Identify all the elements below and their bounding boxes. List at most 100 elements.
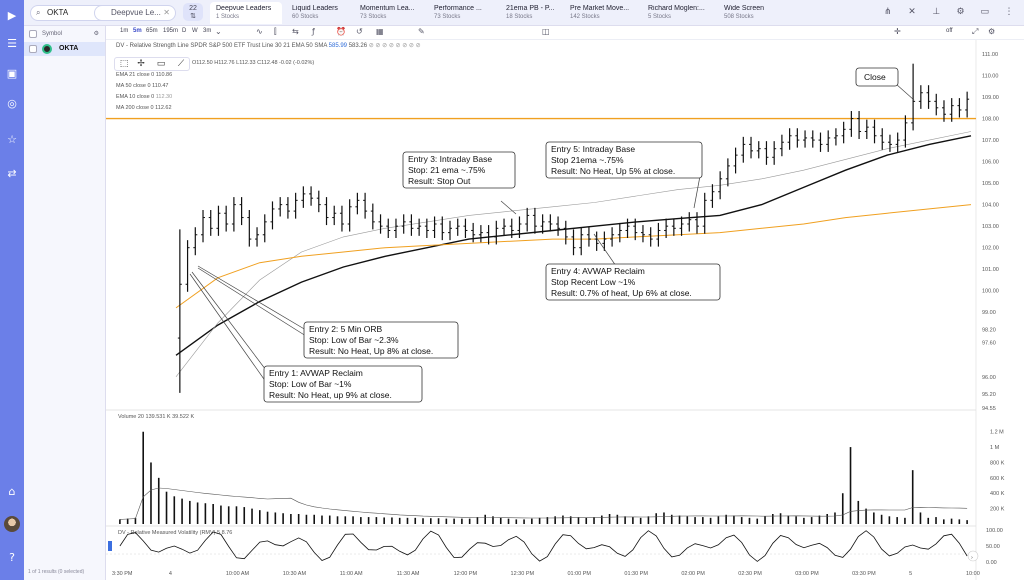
volume-bars <box>119 431 968 524</box>
alert-icon[interactable]: ⏰ <box>336 27 346 36</box>
chart-type-icon[interactable]: ⊥ <box>932 7 941 17</box>
select-region-icon[interactable]: ⬚ <box>119 59 129 69</box>
share-icon[interactable]: ⋔ <box>884 7 892 17</box>
rmv-tick-label: 0.00 <box>986 560 997 566</box>
annotation-close[interactable]: Close <box>855 67 899 87</box>
rs-line-value2: 583.26 <box>348 43 368 49</box>
legend-options-icon[interactable]: ⊘ ⊘ ⊘ ⊘ ⊘ ⊘ ⊘ ⊘ <box>368 43 421 49</box>
entry1-line1: Entry 1: AVWAP Reclaim <box>269 368 363 378</box>
tab-watchlist-2[interactable]: Momentum Lea... 73 Stocks <box>354 2 426 24</box>
grid-icon[interactable]: ▦ <box>376 27 384 36</box>
graduation-icon[interactable]: ⌂ <box>8 485 16 498</box>
watchlist-search-input[interactable]: Deepvue Le... ✕ <box>94 5 176 21</box>
settings-icon[interactable]: ⚙ <box>988 27 996 36</box>
star-icon[interactable]: ☆ <box>7 133 17 146</box>
annotation-entry4[interactable]: Entry 4: AVWAP Reclaim Stop Recent Low ~… <box>545 263 721 301</box>
entry1-line3: Result: No Heat, up 9% at close. <box>269 390 392 400</box>
tab-watchlist-3[interactable]: Performance ... 73 Stocks <box>428 2 500 24</box>
volume-ma-line <box>119 487 968 520</box>
price-tick-label: 105.00 <box>982 181 999 187</box>
tab-watchlist-4[interactable]: 21ema PB - P... 18 Stocks <box>500 2 572 24</box>
annotation-entry5[interactable]: Entry 5: Intraday Base Stop 21ema ~.75% … <box>545 141 703 179</box>
fullscreen-icon[interactable]: ⤢ <box>972 27 979 36</box>
time-axis: 3:30 PM 4 10:00 AM 10:30 AM 11:00 AM 11:30 AM… <box>112 571 980 577</box>
annotation-entry1[interactable]: Entry 1: AVWAP Reclaim Stop: Low of Bar … <box>263 365 423 403</box>
ema21-legend[interactable]: EMA 21 close 0 110.86 <box>116 72 173 78</box>
comment-icon[interactable]: ▭ <box>156 59 166 69</box>
screen-icon[interactable]: ⇄ <box>7 167 17 180</box>
row-checkbox[interactable] <box>29 45 37 53</box>
tab-watchlist-1[interactable]: Liquid Leaders 60 Stocks <box>286 2 358 24</box>
trendline-icon[interactable]: ⟋ <box>177 59 185 69</box>
entry3-line3: Result: Stop Out <box>408 176 471 186</box>
symbol-search-input[interactable]: ⌕ OKTA ✕ <box>30 5 112 21</box>
menu-icon[interactable]: ☰ <box>7 37 17 50</box>
select-all-checkbox[interactable] <box>29 30 37 38</box>
tab-name: Performance ... <box>434 5 482 12</box>
price-tick-label: 94.55 <box>982 406 996 412</box>
chart-icon[interactable]: ▣ <box>6 67 18 80</box>
scroll-right-button[interactable] <box>967 550 979 562</box>
tab-count: 60 Stocks <box>292 14 319 20</box>
timeframe-w[interactable]: W <box>192 28 198 34</box>
ohlc-readout: O112.50 H112.76 L112.33 C112.48 -0.02 (-… <box>192 60 315 66</box>
play-logo-icon[interactable]: ▶ <box>7 9 17 22</box>
bars-icon[interactable]: ⫿ <box>274 27 277 36</box>
tab-watchlist-7[interactable]: Wide Screen 508 Stocks <box>718 2 790 24</box>
fx-icon[interactable]: ƒ <box>312 27 315 36</box>
list-item[interactable]: OKTA <box>24 42 105 56</box>
layout-icon[interactable]: ▭ <box>980 7 990 17</box>
tab-count: 142 Stocks <box>570 14 600 20</box>
tab-count: 73 Stocks <box>434 14 461 20</box>
price-chart[interactable]: 111.00 110.00 109.00 108.00 107.00 106.00 105.… <box>106 26 1024 580</box>
price-tick-label: 102.00 <box>982 246 999 252</box>
watchlist-panel: Symbol ⚙ OKTA 1 of 1 results (0 selected… <box>24 26 106 580</box>
annotation-entry3[interactable]: Entry 3: Intraday Base Stop: 21 ema ~.75… <box>402 151 516 189</box>
clear-icon[interactable]: ✕ <box>163 8 170 17</box>
pencil-icon[interactable]: ✎ <box>418 27 425 36</box>
help-icon[interactable]: ? <box>9 551 15 564</box>
replay-icon[interactable]: ↺ <box>356 27 363 36</box>
avatar[interactable] <box>4 516 20 532</box>
rmv-axis: 100.00 50.00 0.00 <box>986 528 1003 566</box>
chevron-right-icon: › <box>971 555 973 561</box>
price-tick-label: 103.00 <box>982 224 999 230</box>
timeframe-5m[interactable]: 5m <box>133 28 142 34</box>
settings-icon[interactable]: ⚙ <box>93 30 99 37</box>
entry5-line2: Stop 21ema ~.75% <box>551 155 624 165</box>
scanner-icon[interactable]: ◎ <box>7 97 17 110</box>
chevron-down-icon[interactable]: ⌄ <box>215 27 222 36</box>
tab-watchlist-5[interactable]: Pre Market Move... 142 Stocks <box>564 2 636 24</box>
crosshair-tool-icon[interactable]: ✢ <box>137 59 145 69</box>
timeframe-1m[interactable]: 1m <box>120 28 129 34</box>
volume-tick-label: 1 M <box>990 445 1000 451</box>
timeframe-65m[interactable]: 65m <box>146 28 158 34</box>
ma200-legend[interactable]: MA 200 close 0 112.62 <box>116 105 172 111</box>
ema10-legend[interactable]: EMA 10 close 0 112.30 <box>116 94 172 100</box>
rmv-handle[interactable] <box>108 541 112 551</box>
crosshair-icon[interactable]: ✛ <box>894 27 901 36</box>
annotation-close-text: Close <box>864 72 886 82</box>
more-icon[interactable]: ⋮ <box>1004 7 1014 17</box>
settings-icon[interactable]: ⚙ <box>956 7 965 17</box>
ma50-legend[interactable]: MA 50 close 0 110.47 <box>116 83 169 89</box>
price-tick-label: 106.00 <box>982 160 999 166</box>
rs-line-legend[interactable]: DV - Relative Strength Line SPDR S&P 500… <box>116 42 421 49</box>
okta-logo-icon <box>42 44 52 54</box>
symbol-column-header[interactable]: Symbol <box>42 31 63 37</box>
timeframe-195m[interactable]: 195m <box>163 28 179 34</box>
x-logo-icon[interactable]: ✕ <box>908 7 916 17</box>
price-tick-label: 95.20 <box>982 392 996 398</box>
compare-icon[interactable]: ⇆ <box>292 27 299 36</box>
tab-name: 21ema PB - P... <box>506 5 555 12</box>
camera-icon[interactable]: ◫ <box>542 27 550 36</box>
indicator-icon[interactable]: ∿ <box>256 27 263 36</box>
zoom-value[interactable]: off <box>946 28 953 34</box>
watchlist-tabs-badge[interactable]: 22 ⇅ <box>183 3 203 21</box>
annotation-entry2[interactable]: Entry 2: 5 Min ORB Stop: Low of Bar ~2.3… <box>303 321 459 359</box>
tab-watchlist-6[interactable]: Richard Moglen:... 5 Stocks <box>642 2 714 24</box>
time-tick-label: 10:30 AM <box>283 571 307 577</box>
timeframe-d[interactable]: D <box>182 28 187 34</box>
tab-watchlist-0[interactable]: Deepvue Leaders 1 Stocks <box>210 2 282 24</box>
timeframe-3m[interactable]: 3m <box>203 28 212 34</box>
